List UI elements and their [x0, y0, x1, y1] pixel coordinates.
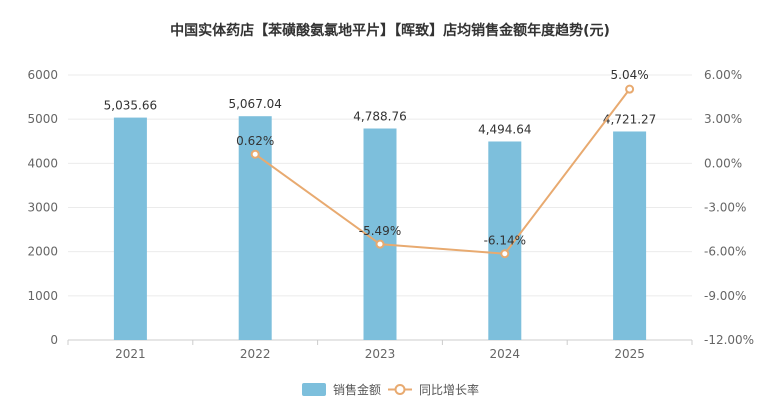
right-tick-label: -6.00%: [704, 245, 746, 259]
right-tick-label: 3.00%: [704, 112, 742, 126]
line-data-labels: 0.62% -5.49% -6.14% 5.04%: [236, 68, 649, 248]
x-tick-label: 2023: [365, 347, 396, 361]
legend-line-label: 同比增长率: [419, 382, 479, 397]
bar-data-labels: 5,035.66 5,067.04 4,788.76 4,494.64 4,721.27: [104, 97, 657, 136]
legend: 销售金额 同比增长率: [302, 382, 479, 397]
bar-value-label: 5,067.04: [228, 97, 281, 111]
legend-line-marker: [394, 384, 406, 395]
left-tick-label: 4000: [27, 156, 58, 170]
bar-value-label: 5,035.66: [104, 99, 157, 113]
line-value-label: -6.14%: [484, 234, 526, 248]
bar: [613, 131, 647, 340]
legend-bar-label: 销售金额: [333, 382, 381, 397]
line-series: [250, 84, 635, 259]
line-point: [500, 249, 510, 259]
right-y-axis: -12.00% -9.00% -6.00% -3.00% 0.00% 3.00% 6.00%: [704, 68, 754, 347]
chart-title: 中国实体药店【苯磺酸氨氯地平片】【晖致】店均销售金额年度趋势(元): [170, 23, 610, 39]
bar: [363, 128, 397, 340]
right-tick-label: 0.00%: [704, 156, 742, 170]
x-tick-label: 2025: [614, 347, 645, 361]
bar-value-label: 4,721.27: [603, 112, 656, 126]
line-point: [375, 239, 385, 249]
legend-bar-swatch: [302, 383, 326, 396]
line-value-label: 0.62%: [236, 134, 274, 148]
bar: [113, 117, 147, 341]
line-point: [250, 149, 260, 159]
bar-value-label: 4,788.76: [353, 109, 406, 123]
line-value-label: 5.04%: [611, 68, 649, 82]
x-tick-label: 2022: [240, 347, 271, 361]
left-tick-label: 5000: [27, 112, 58, 126]
left-tick-label: 6000: [27, 68, 58, 82]
right-tick-label: -3.00%: [704, 201, 746, 215]
bar-value-label: 4,494.64: [478, 122, 531, 136]
x-tick-label: 2024: [490, 347, 521, 361]
left-tick-label: 0: [50, 333, 58, 347]
left-tick-label: 3000: [27, 201, 58, 215]
right-tick-label: 6.00%: [704, 68, 742, 82]
line-point: [625, 84, 635, 94]
right-tick-label: -12.00%: [704, 333, 754, 347]
left-tick-label: 1000: [27, 289, 58, 303]
right-tick-label: -9.00%: [704, 289, 746, 303]
x-tick-label: 2021: [115, 347, 146, 361]
left-y-axis: 0 1000 2000 3000 4000 5000 6000: [27, 68, 58, 347]
x-axis: 2021 2022 2023 2024 2025: [67, 340, 693, 361]
line-value-label: -5.49%: [359, 224, 401, 238]
left-tick-label: 2000: [27, 245, 58, 259]
growth-line: [254, 88, 631, 255]
